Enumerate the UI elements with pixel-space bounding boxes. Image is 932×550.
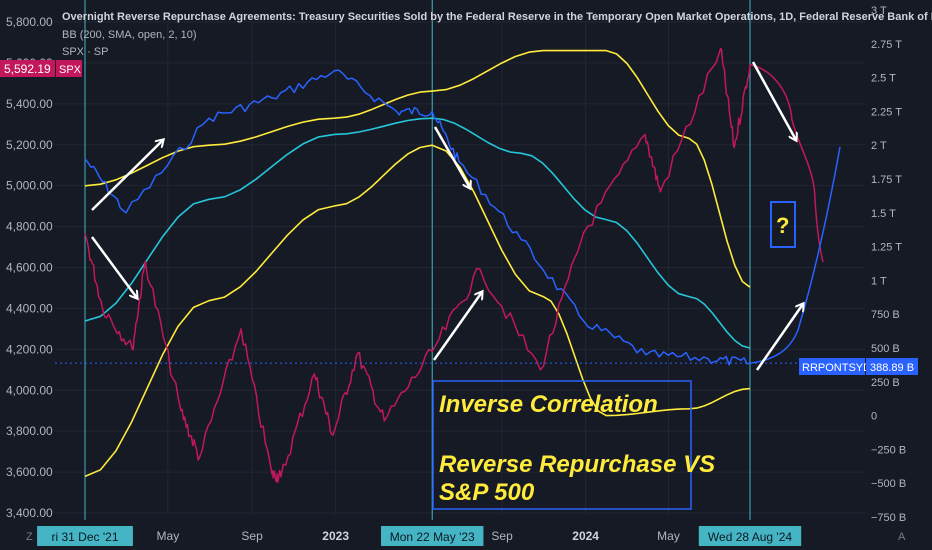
right-tick-label: 3 T [871,5,887,17]
highlight-date-label: Wed 28 Aug '24 [708,530,792,544]
x-axis: May Sep 2023 Sep 2024 May ri 31 Dec '21 Mon 22 … [37,526,802,546]
annotation-line-3: S&P 500 [439,479,535,506]
left-tick-label: 4,800.00 [6,220,53,234]
grid [55,21,865,515]
arrow-down-3 [751,61,796,140]
highlight-date-label: Mon 22 May '23 [390,530,475,544]
corner-right[interactable]: A [898,531,906,543]
right-tick-label: 1.25 T [871,242,902,254]
rrp-value-bg [866,358,918,375]
highlight-date-label: ri 31 Dec '21 [52,530,119,544]
right-tick-label: 2.5 T [871,73,896,85]
left-tick-label: 3,600.00 [6,465,53,479]
right-tick-label: 1.75 T [871,174,902,186]
spx-tag-bg [56,60,82,77]
series-line-bb-upper [84,49,751,288]
series-line-rrpontsyd [84,69,751,366]
x-tick-label: May [657,529,680,543]
compare-legend: SPX · SP [62,46,108,58]
annotation-arrows [90,61,803,371]
question-box [770,201,796,248]
right-tick-label: −750 B [871,512,906,524]
series-line-bb-basis [84,117,751,349]
left-tick-label: 4,200.00 [6,342,53,356]
left-tick-label: 5,800.00 [6,15,53,29]
left-tick-label: 3,400.00 [6,506,53,520]
right-tick-label: 250 B [871,377,900,389]
highlight-label-bg [698,526,802,546]
right-tick-label: 750 B [871,309,900,321]
arrow-down-2 [433,126,470,188]
left-tick-label: 5,000.00 [6,179,53,193]
highlight-label-bg [381,526,484,546]
left-tick-label: 3,800.00 [6,424,53,438]
spx-tag: SPX [59,64,82,76]
rrp-value: 388.89 B [870,362,914,374]
left-axis: 5,800.005,600.005,400.005,200.005,000.00… [6,15,53,520]
x-tick-label: Sep [241,529,263,543]
arrow-up-3 [755,304,803,371]
right-tick-label: 0 [871,411,877,423]
right-axis: 3 T 2.75 T 2.5 T 2.25 T 2 T 1.75 T 1.5 T 1.25 T… [871,5,906,524]
right-tick-label: 2 T [871,140,887,152]
spx-price-label-bg [0,60,55,77]
right-tick-label: 1 T [871,275,887,287]
left-tick-label: 5,400.00 [6,97,53,111]
right-tick-label: 2.75 T [871,39,902,51]
right-tick-label: 500 B [871,343,900,355]
right-tick-label: −250 B [871,444,906,456]
annotation-line-1: Inverse Correlation [439,391,658,418]
rrp-tag-bg [799,358,865,375]
chart-title: Overnight Reverse Repurchase Agreements:… [62,11,932,23]
series-line-bb-lower [84,144,751,478]
indicator-legend: BB (200, SMA, open, 2, 10) [62,29,197,41]
rrp-tag: RRPONTSYD [802,362,871,374]
x-tick-label: 2024 [572,529,599,543]
spx-price-value: 5,592.19 [4,62,51,76]
corner-left[interactable]: Z [26,531,33,543]
x-tick-label: 2023 [322,529,349,543]
right-tick-label: −500 B [871,478,906,490]
x-tick-label: Sep [491,529,513,543]
left-tick-label: 4,000.00 [6,383,53,397]
x-tick-label: May [157,529,180,543]
arrow-up-2 [432,292,482,361]
annotation-box [432,380,692,510]
right-tick-label: 2.25 T [871,106,902,118]
question-mark: ? [776,213,789,238]
left-tick-label: 5,200.00 [6,138,53,152]
arrow-up-1 [91,140,163,211]
arrow-down-1 [90,236,137,298]
highlight-label-bg [37,526,133,546]
highlight-vertical-lines [84,0,751,520]
series-layer [55,47,865,483]
spx-projection-line [749,63,824,263]
rrp-projection-line [749,146,841,364]
left-tick-label: 4,600.00 [6,261,53,275]
right-tick-label: 1.5 T [871,208,896,220]
annotation-line-2: Reverse Repurchase VS [439,451,715,478]
left-tick-label: 4,400.00 [6,301,53,315]
series-line-spx [84,47,751,483]
